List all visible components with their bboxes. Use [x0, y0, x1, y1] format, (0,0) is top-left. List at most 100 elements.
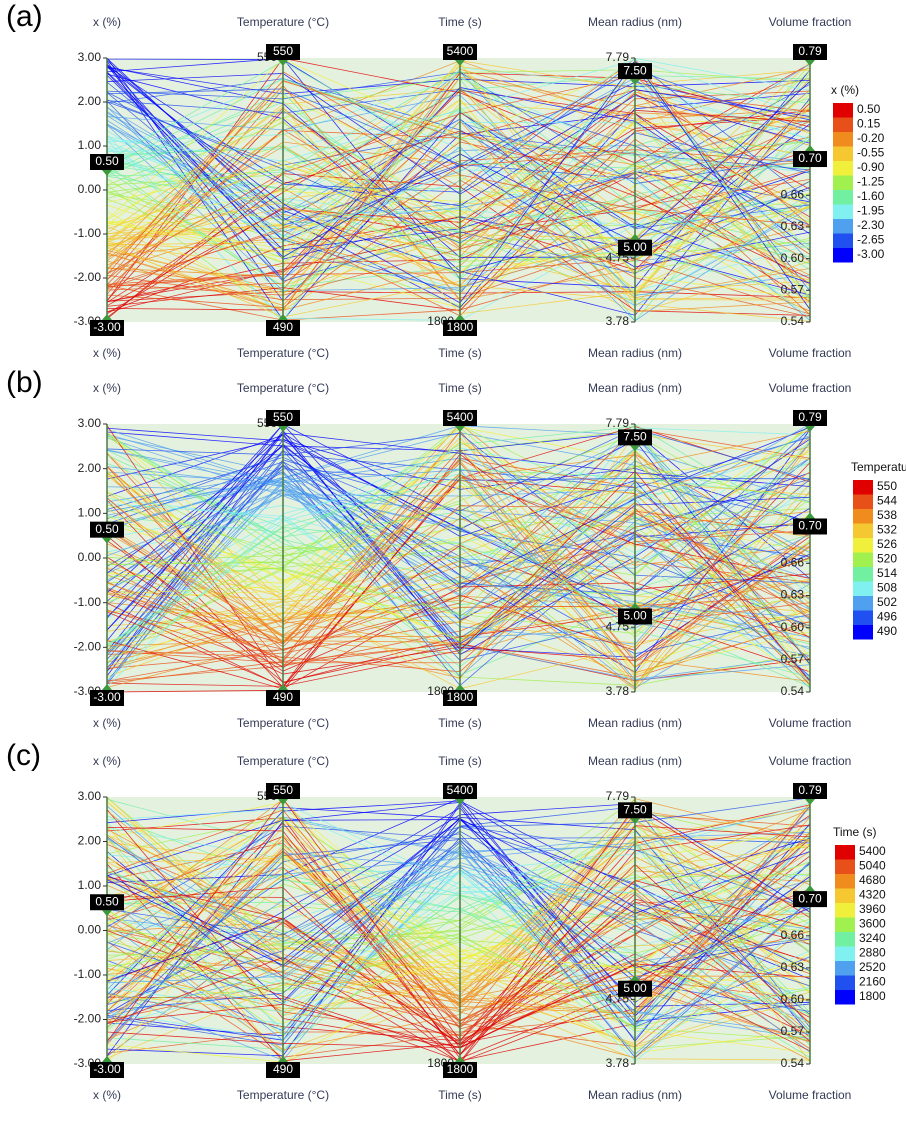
tick-label: 0.66 [781, 928, 805, 942]
legend-label: 502 [877, 595, 897, 609]
filter-marker [805, 512, 815, 519]
tick-label: 0.66 [781, 187, 805, 201]
filter-handle-label: 0.79 [798, 410, 822, 424]
filter-handle-label: 490 [273, 320, 293, 334]
legend-swatch [835, 888, 855, 903]
legend-swatch [853, 581, 873, 596]
tick-label: 0.57 [781, 1024, 805, 1038]
filter-handle-label: 7.50 [623, 430, 647, 444]
legend-label: -2.30 [857, 218, 885, 232]
filter-handle-label: 5400 [447, 44, 474, 58]
legend-label: 526 [877, 537, 897, 551]
filter-handle-label: -3.00 [93, 1062, 121, 1076]
filter-handle [618, 239, 652, 256]
filter-handle [793, 891, 827, 908]
filter-handle [90, 521, 124, 538]
legend-swatch [853, 596, 873, 611]
filter-handle [443, 690, 477, 706]
filter-handle-label: 0.50 [95, 522, 119, 536]
filter-handle-label: -3.00 [93, 690, 121, 704]
legend-label: -0.55 [857, 146, 885, 160]
tick-label: -1.00 [74, 967, 102, 981]
filter-handle [266, 320, 300, 336]
axis-title-bottom: Volume fraction [769, 346, 852, 360]
filter-handle [793, 518, 827, 535]
filter-handle [618, 63, 652, 80]
filter-handle [266, 410, 300, 426]
legend-swatch [835, 874, 855, 889]
legend-label: -2.65 [857, 233, 885, 247]
filter-handle [618, 802, 652, 819]
filter-marker [455, 426, 465, 432]
filter-handle-label: 550 [273, 44, 293, 58]
legend-swatch [853, 567, 873, 582]
axis-title: Temperature (°C) [237, 754, 329, 768]
legend-label: 5400 [859, 844, 886, 858]
legend-label: -1.95 [857, 204, 885, 218]
filter-handle [266, 783, 300, 799]
legend-label: -0.20 [857, 131, 885, 145]
filter-marker [102, 684, 112, 690]
axis-title-bottom: Volume fraction [769, 1088, 852, 1102]
legend-label: 538 [877, 508, 897, 522]
filter-marker [102, 314, 112, 320]
tick-label: 1.00 [78, 506, 102, 520]
axis-title-bottom: x (%) [93, 346, 121, 360]
tick-label: 0.63 [781, 219, 805, 233]
axis-title: Volume fraction [769, 754, 852, 768]
tick-label: 0.00 [78, 923, 102, 937]
axis-title: Mean radius (nm) [588, 754, 682, 768]
filter-handle-label: 5.00 [623, 609, 647, 623]
legend-swatch [835, 946, 855, 961]
filter-marker [630, 445, 640, 452]
axis-title: Time (s) [438, 754, 482, 768]
legend-label: 0.15 [857, 117, 881, 131]
filter-handle [443, 320, 477, 336]
legend-label: 4320 [859, 888, 886, 902]
filter-handle [90, 1062, 124, 1078]
filter-handle [793, 44, 827, 60]
axis-title: Volume fraction [769, 15, 852, 29]
tick-label: 0.63 [781, 588, 805, 602]
legend-label: 2880 [859, 946, 886, 960]
tick-label: 0.66 [781, 556, 805, 570]
axis-title-bottom: Mean radius (nm) [588, 716, 682, 730]
filter-handle [443, 783, 477, 799]
legend-label: 4680 [859, 873, 886, 887]
legend-label: 3600 [859, 917, 886, 931]
filter-handle [90, 894, 124, 911]
axis-title-bottom: Time (s) [438, 346, 482, 360]
panel: (a) x (%) x (%) 3.00 2.00 1.00 0.00 -1.00 -2.00 -… [6, 0, 885, 360]
filter-handle-label: 0.50 [95, 894, 119, 908]
legend-label: 520 [877, 552, 897, 566]
filter-handle-label: 1800 [447, 1062, 474, 1076]
legend-label: -0.90 [857, 160, 885, 174]
tick-label: 1.00 [78, 878, 102, 892]
filter-marker [805, 60, 815, 66]
legend-swatch [853, 509, 873, 524]
filter-marker [630, 233, 640, 240]
axis-title-bottom: Time (s) [438, 1088, 482, 1102]
filter-marker [102, 170, 112, 176]
axis-title-bottom: Time (s) [438, 716, 482, 730]
legend-swatch [835, 903, 855, 918]
panel-label: (a) [6, 0, 43, 33]
axis-title-bottom: Temperature (°C) [237, 1088, 329, 1102]
legend-swatch [853, 625, 873, 640]
legend-swatch [835, 975, 855, 990]
panel: (b) x (%) x (%) 3.00 2.00 1.00 0.00 -1.00 -2.00 -… [6, 366, 906, 730]
axis-title: Temperature (°C) [237, 15, 329, 29]
filter-marker [102, 537, 112, 544]
filter-handle-label: 1800 [447, 690, 474, 704]
legend-swatch [835, 990, 855, 1005]
legend-label: 2160 [859, 975, 886, 989]
tick-label: 0.54 [781, 314, 805, 328]
filter-marker [455, 60, 465, 66]
legend-label: -1.60 [857, 189, 885, 203]
tick-label: 0.54 [781, 1056, 805, 1070]
filter-handle [618, 980, 652, 997]
filter-handle [618, 429, 652, 446]
axis-title: Mean radius (nm) [588, 381, 682, 395]
legend-swatch [853, 480, 873, 495]
filter-marker [805, 799, 815, 805]
